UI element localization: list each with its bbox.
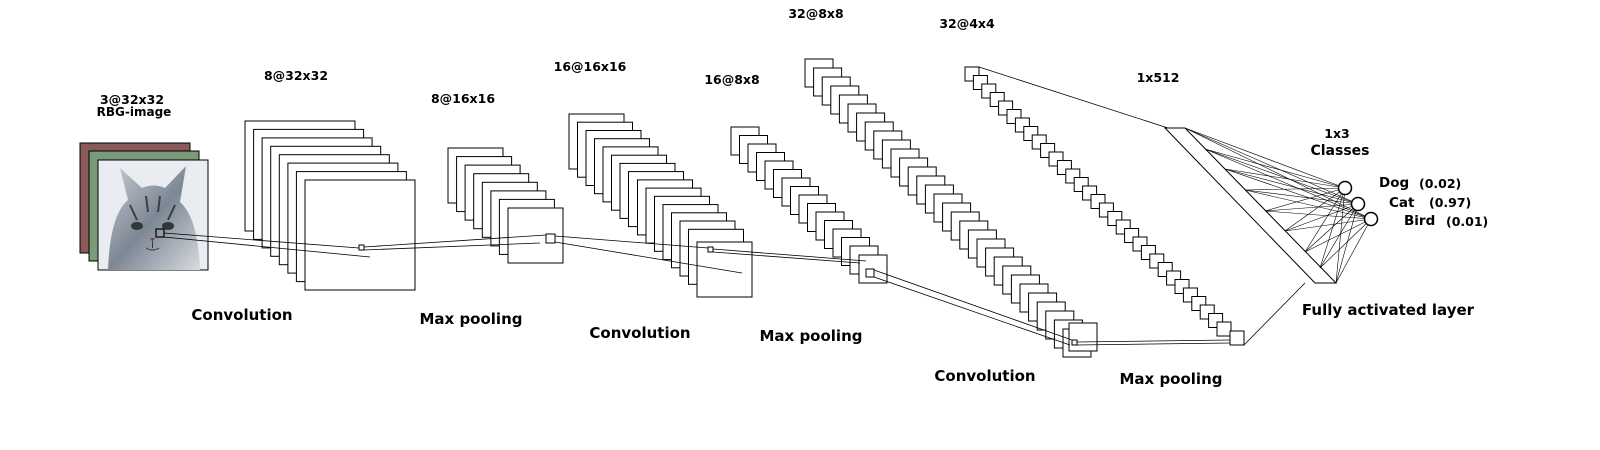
conv1-dims-label: 8@32x32 bbox=[264, 68, 328, 83]
cat-image bbox=[97, 159, 209, 271]
op-label-fully-activated: Fully activated layer bbox=[1302, 301, 1475, 319]
op-label-max-pooling-2: Max pooling bbox=[760, 327, 863, 345]
conv3-dims-label: 32@8x8 bbox=[788, 6, 843, 21]
output-node-dog bbox=[1337, 180, 1353, 196]
class-score-dog: (0.02) bbox=[1419, 176, 1461, 191]
op-label-convolution-1: Convolution bbox=[191, 306, 292, 324]
input-image-stack bbox=[79, 142, 209, 271]
class-name-bird: Bird bbox=[1404, 213, 1435, 229]
input-caption: RBG-image bbox=[97, 105, 172, 119]
pool2-feature-maps bbox=[730, 126, 888, 284]
conv1-feature-maps bbox=[244, 120, 416, 291]
class-score-cat: (0.97) bbox=[1429, 195, 1471, 210]
projection-lines bbox=[163, 66, 1306, 346]
output-caption: Classes bbox=[1310, 143, 1369, 159]
output-dims-label: 1x3 bbox=[1324, 126, 1349, 141]
output-node-cat bbox=[1350, 196, 1366, 212]
output-nodes bbox=[1337, 180, 1379, 227]
class-score-bird: (0.01) bbox=[1446, 214, 1488, 229]
conv2-dims-label: 16@16x16 bbox=[554, 59, 627, 74]
class-name-cat: Cat bbox=[1389, 195, 1415, 211]
op-label-max-pooling-3: Max pooling bbox=[1120, 370, 1223, 388]
dense-dims-label: 1x512 bbox=[1137, 70, 1180, 85]
fully-connected-edges bbox=[1184, 127, 1372, 284]
op-label-convolution-2: Convolution bbox=[589, 324, 690, 342]
pool2-dims-label: 16@8x8 bbox=[704, 72, 759, 87]
input-dims-label: 3@32x32 bbox=[100, 92, 164, 107]
labels: 3@32x32 RBG-image 8@32x32 8@16x16 16@16x… bbox=[97, 6, 1489, 388]
class-name-dog: Dog bbox=[1379, 175, 1409, 191]
pool3-dims-label: 32@4x4 bbox=[939, 16, 995, 31]
pool3-feature-maps bbox=[964, 66, 1245, 346]
conv3-feature-maps bbox=[804, 58, 1098, 358]
op-label-max-pooling-1: Max pooling bbox=[420, 310, 523, 328]
conv2-feature-maps bbox=[568, 113, 753, 298]
output-node-bird bbox=[1363, 211, 1379, 227]
op-label-convolution-3: Convolution bbox=[934, 367, 1035, 385]
pool1-dims-label: 8@16x16 bbox=[431, 91, 495, 106]
